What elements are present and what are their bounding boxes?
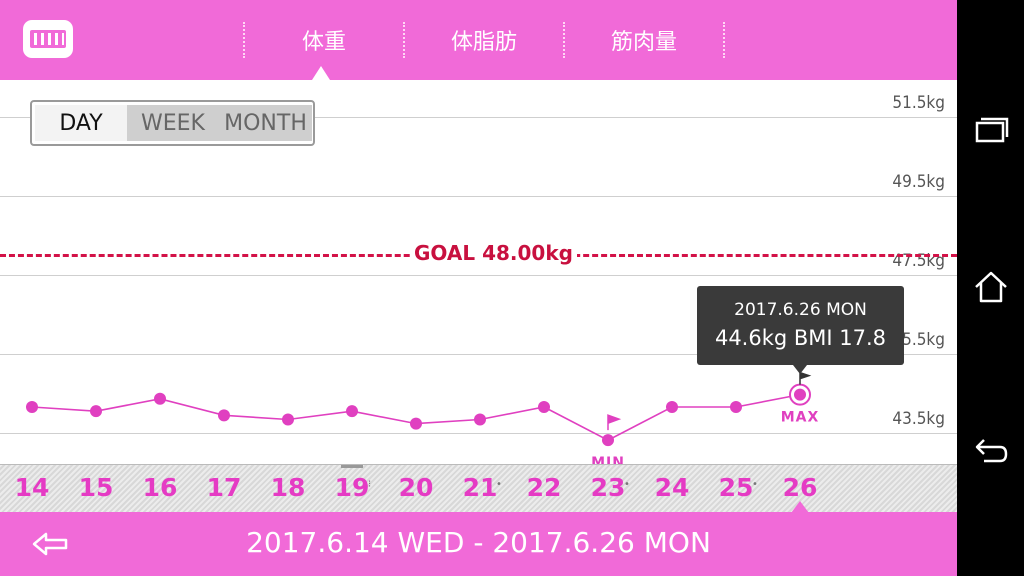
tooltip-pointer — [793, 365, 807, 374]
tab-divider — [243, 22, 245, 58]
tab-divider — [403, 22, 405, 58]
note-marker-icon: • — [496, 479, 502, 490]
x-tick-label[interactable]: 18 — [270, 473, 306, 502]
date-axis-strip: 14 15 16 17 18 19 ⁝ 20 21 • 22 23 • 24 25 • 26 — [0, 464, 957, 513]
back-arrow-icon[interactable] — [30, 530, 70, 558]
tooltip-date: 2017.6.26 MON — [734, 300, 867, 320]
back-icon[interactable] — [970, 428, 1012, 470]
gridline — [0, 433, 957, 434]
date-range-label: 2017.6.14 WED - 2017.6.26 MON — [246, 526, 711, 559]
x-tick-label[interactable]: 26 — [782, 473, 818, 502]
tab-divider — [723, 22, 725, 58]
gridline — [0, 117, 957, 118]
x-tick-label[interactable]: 20 — [398, 473, 434, 502]
period-week-button[interactable]: WEEK — [127, 105, 219, 141]
period-month-button[interactable]: MONTH — [219, 105, 312, 141]
x-tick-label[interactable]: 25 — [718, 473, 754, 502]
gridline — [0, 196, 957, 197]
x-tick-label[interactable]: 21 — [462, 473, 498, 502]
y-tick-label: 43.5kg — [892, 409, 945, 429]
selected-day-indicator — [791, 501, 809, 513]
note-marker-icon: ⁝ — [368, 479, 372, 490]
chart-area: 51.5kg 49.5kg 47.5kg 45.5kg 43.5kg GOAL … — [0, 80, 957, 465]
ruler-scale-icon[interactable] — [22, 19, 74, 59]
tab-body-fat[interactable]: 体脂肪 — [450, 30, 517, 55]
y-tick-label: 45.5kg — [892, 330, 945, 350]
recent-apps-icon[interactable] — [970, 110, 1012, 152]
active-tab-indicator — [312, 66, 330, 80]
top-tab-bar: 体重 体脂肪 筋肉量 — [0, 0, 957, 80]
period-toggle: DAY WEEK MONTH — [30, 100, 315, 146]
gridline — [0, 275, 957, 276]
system-nav-bar — [957, 0, 1024, 576]
metric-tabs: 体重 体脂肪 筋肉量 — [243, 0, 725, 80]
note-marker-icon: • — [752, 479, 758, 490]
x-tick-label[interactable]: 16 — [142, 473, 178, 502]
goal-label: GOAL 48.00kg — [410, 241, 577, 265]
y-tick-label: 51.5kg — [892, 93, 945, 113]
tooltip-value: 44.6kg BMI 17.8 — [714, 326, 887, 350]
y-tick-label: 49.5kg — [892, 172, 945, 192]
x-tick-label[interactable]: 23 — [590, 473, 626, 502]
x-tick-label[interactable]: 24 — [654, 473, 690, 502]
scroll-marker — [341, 465, 363, 468]
tab-weight[interactable]: 体重 — [301, 30, 346, 55]
x-tick-label[interactable]: 15 — [78, 473, 114, 502]
home-icon[interactable] — [970, 266, 1012, 308]
period-day-button[interactable]: DAY — [35, 105, 127, 141]
tab-muscle-mass[interactable]: 筋肉量 — [610, 30, 677, 55]
x-tick-label[interactable]: 14 — [14, 473, 50, 502]
date-range-footer: 2017.6.14 WED - 2017.6.26 MON — [0, 512, 957, 576]
note-marker-icon: • — [624, 479, 630, 490]
tab-divider — [563, 22, 565, 58]
data-tooltip: 2017.6.26 MON 44.6kg BMI 17.8 — [697, 286, 904, 365]
x-tick-label[interactable]: 17 — [206, 473, 242, 502]
x-tick-label[interactable]: 22 — [526, 473, 562, 502]
gridline — [0, 354, 957, 355]
x-tick-label[interactable]: 19 — [334, 473, 370, 502]
